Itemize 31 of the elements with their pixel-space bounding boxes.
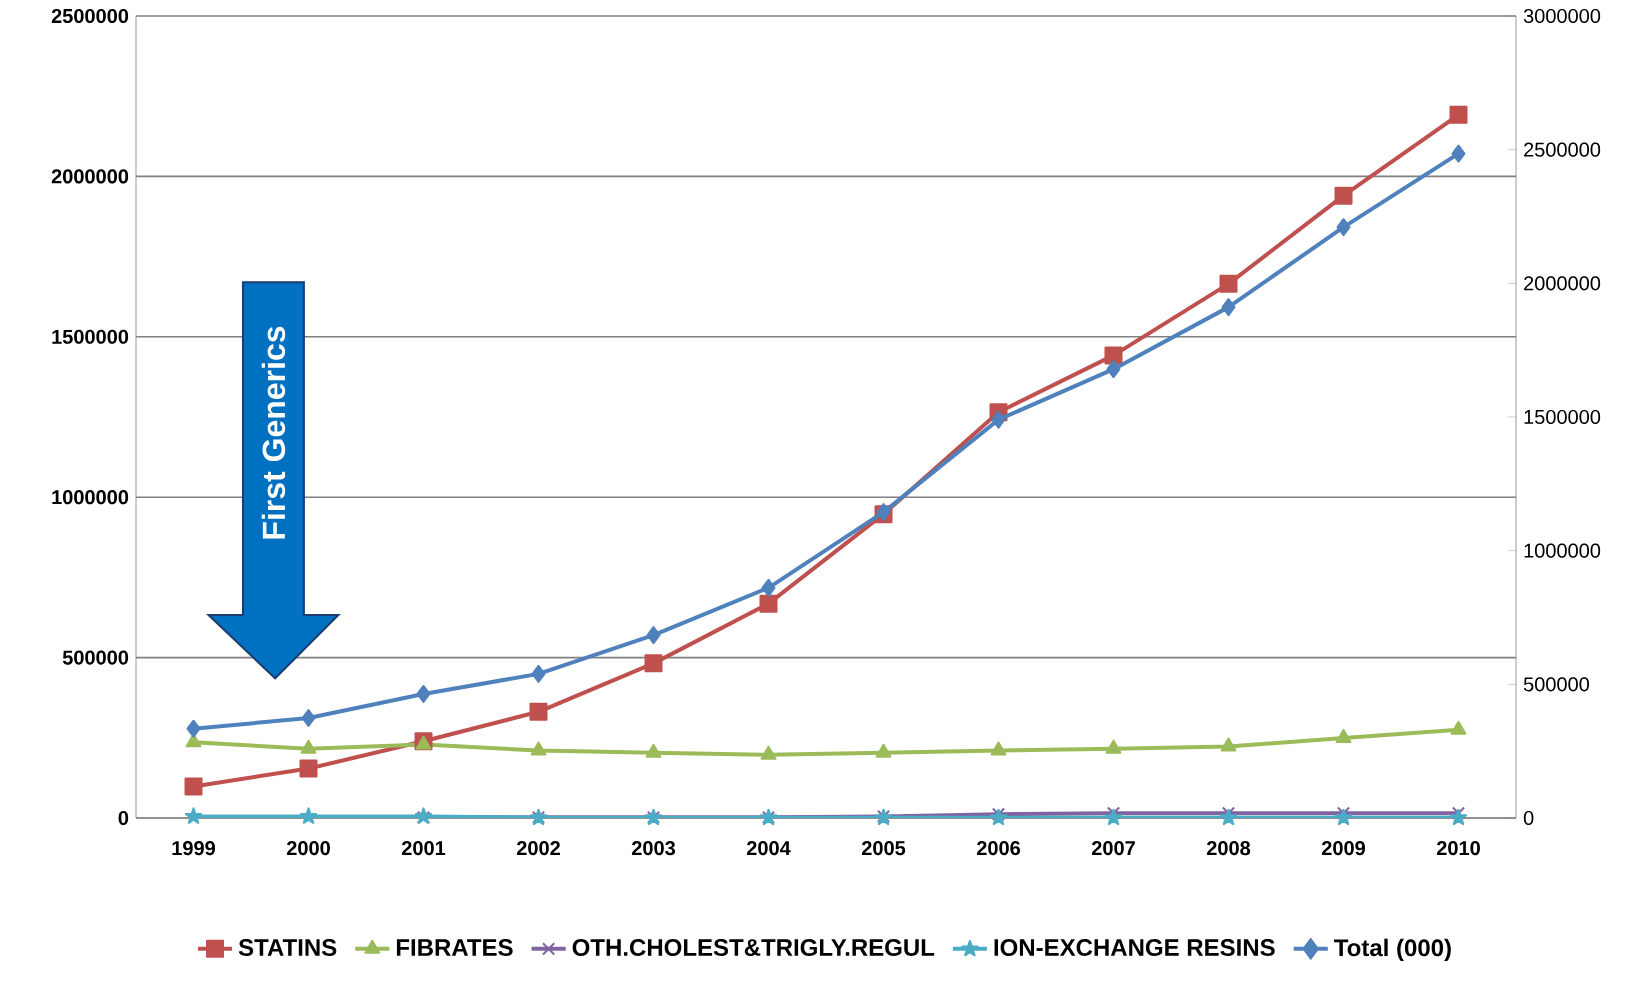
y2-tick-label: 500000	[1523, 677, 1590, 692]
x-tick-label: 2006	[976, 841, 1021, 856]
y2-tick-label: 3000000	[1523, 8, 1601, 24]
legend-label: OTH.CHOLEST&TRIGLY.REGUL	[572, 938, 935, 956]
y2-tick-label: 1000000	[1524, 543, 1601, 558]
x-tick-label: 1999	[172, 841, 215, 856]
y-tick-label: 500000	[62, 650, 129, 665]
y2-tick-label: 2500000	[1524, 142, 1601, 157]
x-tick-label: 2007	[1091, 841, 1135, 856]
x-tick-label: 2008	[1206, 841, 1251, 856]
legend-label: STATINS	[238, 938, 337, 956]
x-tick-label: 2003	[631, 841, 676, 856]
y-tick-label: 2500000	[51, 8, 129, 24]
x-tick-label: 2010	[1436, 841, 1480, 856]
y2-tick-label: 0	[1523, 810, 1534, 826]
legend-label: ION-EXCHANGE RESINS	[994, 938, 1275, 956]
x-tick-label: 2002	[516, 841, 560, 856]
y-tick-label: 1000000	[52, 490, 129, 505]
x-tick-label: 2001	[401, 841, 446, 856]
y2-tick-label: 2000000	[1524, 276, 1601, 291]
legend-label: Total (000)	[1334, 938, 1451, 962]
legend-label: FIBRATES	[396, 938, 513, 956]
x-tick-label: 2005	[861, 841, 906, 856]
y2-tick-label: 1500000	[1524, 409, 1601, 425]
x-tick-label: 2009	[1321, 841, 1365, 856]
y-tick-label: 0	[118, 810, 129, 826]
x-tick-label: 2004	[746, 841, 791, 856]
y-tick-label: 2000000	[51, 169, 129, 184]
y-tick-label: 1500000	[52, 329, 129, 344]
annotation: First Generics	[261, 326, 286, 539]
x-tick-label: 2000	[286, 841, 330, 856]
